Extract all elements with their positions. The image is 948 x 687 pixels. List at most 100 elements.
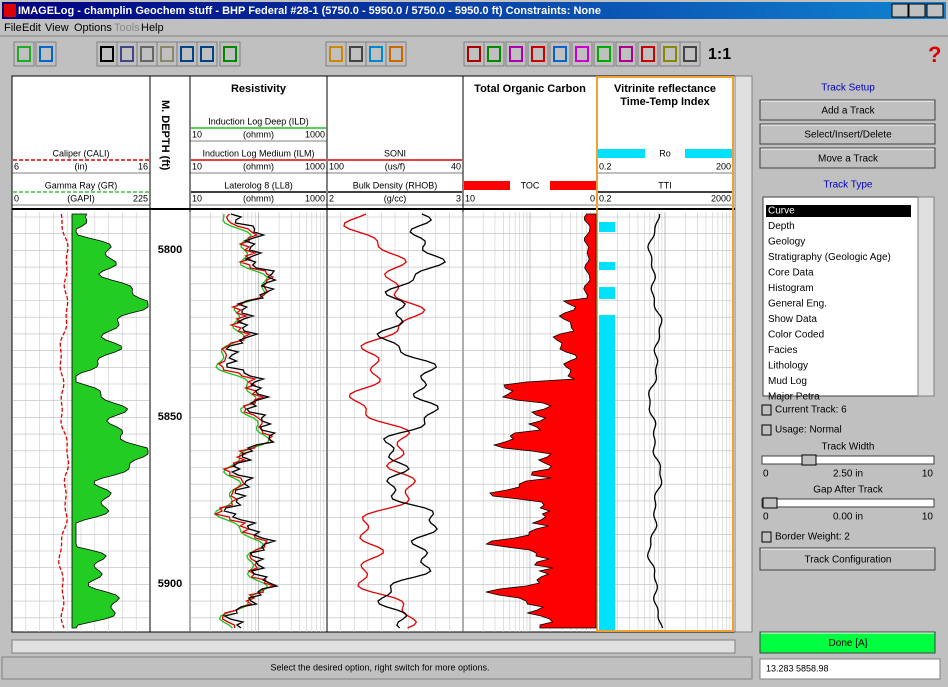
menu-item[interactable]: File — [4, 22, 22, 34]
track-title: Resistivity — [231, 83, 287, 95]
track-type-item[interactable]: Geology — [768, 237, 805, 248]
button[interactable] — [759, 123, 936, 145]
scale-max: 0 — [590, 193, 595, 203]
toolbar-icon — [329, 46, 343, 62]
toolbar-icon — [467, 46, 481, 62]
toolbar-icon — [663, 46, 677, 62]
track-type-item[interactable]: Mud Log — [768, 376, 807, 387]
scale-min: 0 — [14, 193, 19, 203]
toolbar-icon — [39, 46, 53, 62]
current-track: Current Track: 6 — [775, 405, 847, 416]
spin-button[interactable] — [761, 424, 772, 436]
track-type-item[interactable]: Lithology — [768, 361, 808, 372]
maximize-button[interactable] — [908, 3, 926, 18]
horizontal-scrollbar[interactable] — [11, 639, 736, 654]
slider-thumb[interactable] — [762, 497, 778, 509]
minimize-button[interactable] — [891, 3, 909, 18]
track-type-item[interactable]: Facies — [768, 345, 797, 356]
slider-track[interactable] — [761, 455, 935, 465]
help-icon[interactable]: ? — [928, 42, 941, 67]
scale-min: 0.2 — [599, 161, 612, 171]
curve-name: SONI — [384, 148, 406, 158]
close-button[interactable] — [926, 3, 944, 18]
menu-item[interactable]: Tools — [114, 22, 140, 34]
curve-name: Induction Log Deep (ILD) — [208, 116, 309, 126]
scale-max: 200 — [716, 161, 731, 171]
depth-label: 5900 — [158, 578, 182, 590]
button-label[interactable]: Select/Insert/Delete — [804, 130, 892, 141]
scale-unit: (ohmm) — [243, 161, 274, 171]
toolbar-icon — [200, 46, 214, 62]
rhob-curve — [376, 213, 447, 629]
curve-name: Induction Log Medium (ILM) — [202, 148, 314, 158]
toolbar-icon — [180, 46, 194, 62]
toolbar-icon — [349, 46, 363, 62]
depth-label: 5800 — [158, 244, 182, 256]
track-type-list[interactable] — [762, 196, 919, 397]
scale-min: 10 — [192, 161, 202, 171]
track-type-item[interactable]: General Eng. — [768, 299, 827, 310]
vertical-scrollbar[interactable] — [734, 75, 753, 633]
toolbar-icon — [100, 46, 114, 62]
track-type-item[interactable]: Core Data — [768, 268, 814, 279]
button-label[interactable]: Done [A] — [829, 638, 868, 649]
slider-track[interactable] — [761, 498, 935, 508]
gr-fill — [71, 213, 149, 629]
track-title: Total Organic Carbon — [474, 83, 586, 95]
ll8-curve — [222, 213, 280, 629]
scale-max: 225 — [133, 193, 148, 203]
depth-title: M. DEPTH (ft) — [159, 100, 171, 171]
scale-unit: (us/f) — [385, 161, 406, 171]
scale-unit: (g/cc) — [384, 193, 407, 203]
slider-min: 0 — [763, 469, 769, 480]
toolbar-icon — [140, 46, 154, 62]
track-type-item[interactable]: Curve — [768, 206, 795, 217]
ro-bar — [599, 262, 615, 270]
menu-item[interactable]: Options — [74, 22, 112, 34]
slider-thumb[interactable] — [801, 454, 817, 466]
button-label[interactable]: Move a Track — [818, 154, 879, 165]
track-type-item[interactable]: Depth — [768, 221, 795, 232]
slider-max: 10 — [922, 512, 934, 523]
button[interactable] — [759, 547, 936, 571]
slider-value: 2.50 in — [833, 469, 863, 480]
track-type-item[interactable]: Stratigraphy (Geologic Age) — [768, 252, 891, 263]
track-type-item[interactable]: Major Petra — [768, 392, 820, 403]
scale-min: 2 — [329, 193, 334, 203]
toolbar-icon — [683, 46, 697, 62]
track-type-item[interactable]: Show Data — [768, 314, 817, 325]
coords: 13.283 5858.98 — [766, 663, 829, 673]
button[interactable] — [759, 631, 936, 654]
track-type-item[interactable]: Histogram — [768, 283, 814, 294]
toolbar-icon — [17, 46, 31, 62]
toolbar-scale-button[interactable]: 1:1 — [708, 46, 731, 63]
window-controls[interactable] — [891, 3, 944, 18]
toolbar-icon — [619, 46, 633, 62]
menu-item[interactable]: View — [45, 22, 69, 34]
curve-name: TTI — [658, 180, 672, 190]
scale-min: 6 — [14, 161, 19, 171]
slider-label: Gap After Track — [813, 485, 883, 496]
spin-button[interactable] — [761, 404, 772, 416]
spin-button[interactable] — [761, 531, 772, 543]
track-type-item[interactable]: Color Coded — [768, 330, 824, 341]
button-label[interactable]: Add a Track — [821, 106, 875, 117]
toolbar-icon — [641, 46, 655, 62]
ro-bar — [599, 222, 615, 232]
status-message: Select the desired option, right switch … — [270, 662, 489, 672]
toolbar-icon — [531, 46, 545, 62]
curve-name: TOC — [521, 180, 540, 190]
menu-item[interactable]: Help — [141, 22, 164, 34]
curve-name: Laterolog 8 (LL8) — [224, 180, 293, 190]
button-label[interactable]: Track Configuration — [805, 555, 892, 566]
button[interactable] — [759, 99, 936, 121]
toolbar-icon — [509, 46, 523, 62]
scale-unit: (in) — [75, 161, 88, 171]
list-scrollbar[interactable] — [917, 196, 935, 397]
toolbar-icon — [597, 46, 611, 62]
toolbar-icon — [369, 46, 383, 62]
border-weight: Border Weight: 2 — [775, 532, 850, 543]
scale-min: 100 — [329, 161, 344, 171]
menu-item[interactable]: Edit — [22, 22, 41, 34]
button[interactable] — [759, 147, 936, 169]
